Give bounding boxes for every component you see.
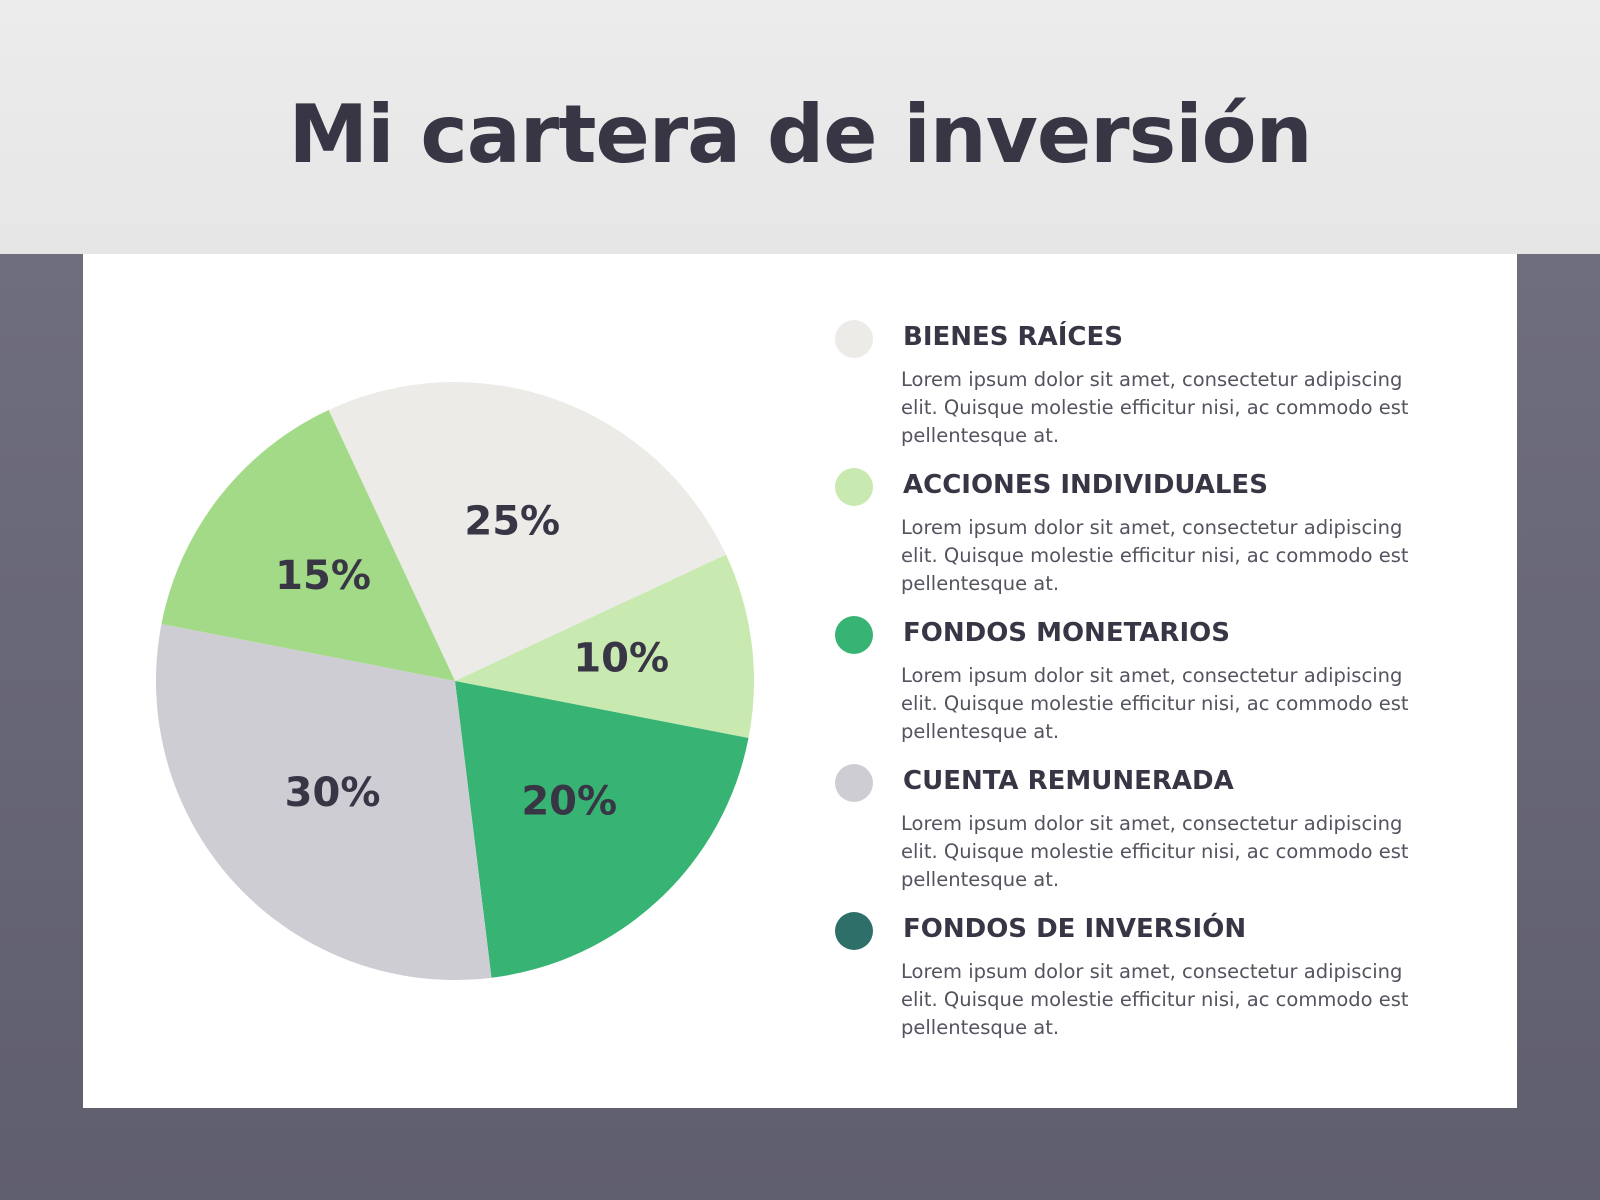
legend-swatch xyxy=(835,912,873,950)
legend-title: ACCIONES INDIVIDUALES xyxy=(903,470,1268,500)
pie-slice xyxy=(155,623,492,980)
data-label: 15% xyxy=(275,553,371,599)
legend-text: Lorem ipsum dolor sit amet, consectetur … xyxy=(901,368,1409,447)
title: Mi cartera de inversión xyxy=(288,88,1312,181)
data-label: 25% xyxy=(464,499,560,545)
data-label: 20% xyxy=(521,778,617,824)
legend-text: Lorem ipsum dolor sit amet, consectetur … xyxy=(901,812,1409,891)
legend-text: Lorem ipsum dolor sit amet, consectetur … xyxy=(901,516,1409,595)
legend-text: Lorem ipsum dolor sit amet, consectetur … xyxy=(901,664,1409,743)
legend-swatch xyxy=(835,320,873,358)
legend-swatch xyxy=(835,468,873,506)
legend-text: Lorem ipsum dolor sit amet, consectetur … xyxy=(901,960,1409,1039)
legend-title: FONDOS MONETARIOS xyxy=(903,618,1230,648)
data-label: 10% xyxy=(573,636,669,682)
legend-title: FONDOS DE INVERSIÓN xyxy=(903,914,1247,944)
data-label: 30% xyxy=(285,770,381,816)
pie-slice xyxy=(455,554,754,739)
legend-swatch xyxy=(835,616,873,654)
legend-title: BIENES RAÍCES xyxy=(903,322,1123,352)
pie-slice xyxy=(161,410,455,681)
legend-title: CUENTA REMUNERADA xyxy=(903,766,1234,796)
pie-slice xyxy=(455,681,749,978)
legend-swatch xyxy=(835,764,873,802)
pie-slice xyxy=(328,382,726,681)
